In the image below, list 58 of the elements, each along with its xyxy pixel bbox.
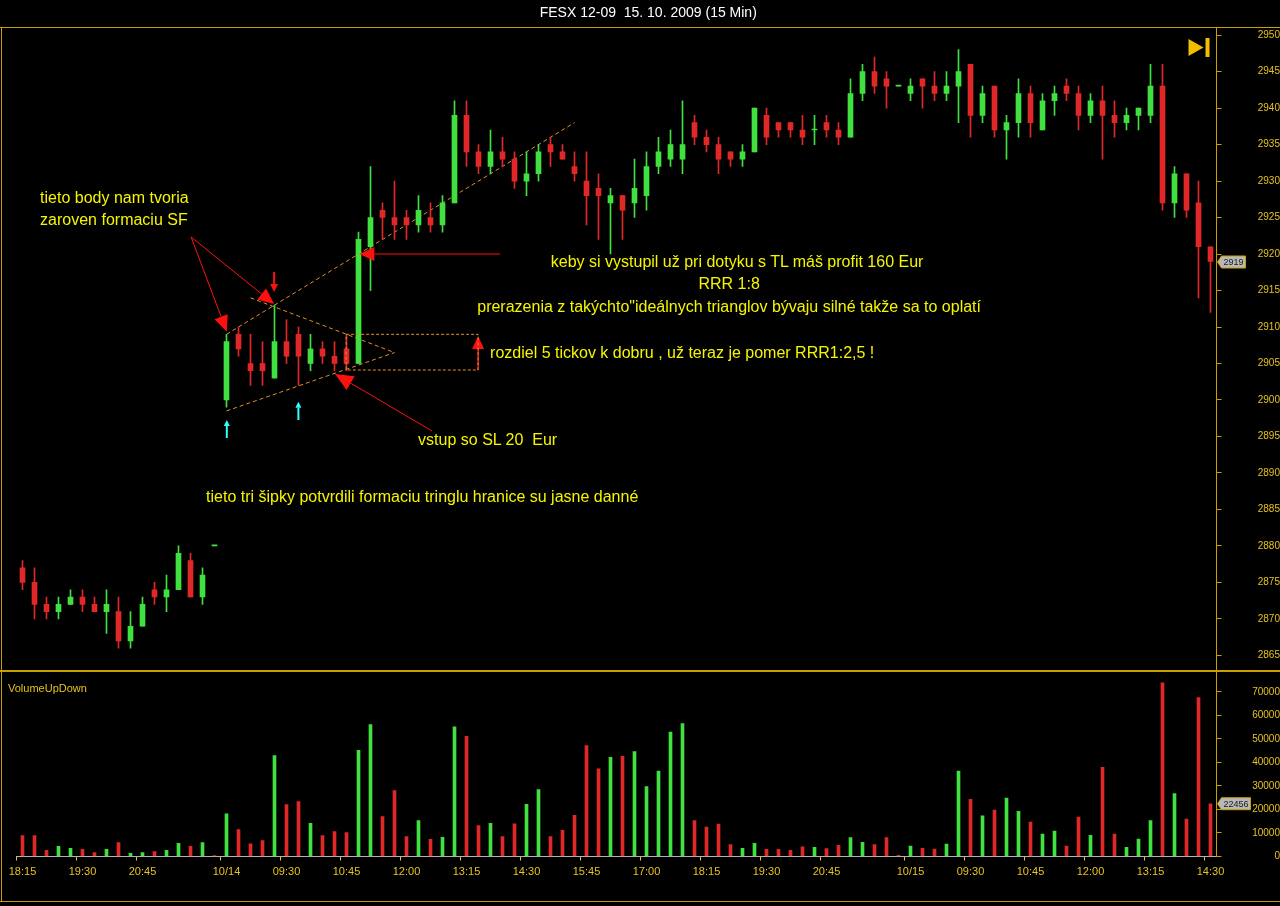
x-tick-label: 20:45 [128,865,157,878]
x-tick-label: 20:45 [812,865,841,878]
y-tick-label: 0 [1274,850,1280,862]
annotation: tieto body nam tvoria [40,189,189,207]
y-tick-label: 2905 [1257,357,1280,369]
y-tick-label: 2945 [1257,65,1280,77]
x-tick-label: 13:15 [1136,865,1165,878]
x-tick-label: 09:30 [272,865,301,878]
y-tick-label: 50000 [1252,732,1280,744]
y-tick-label: 70000 [1252,685,1280,697]
chart-title: FESX 12-09 15. 10. 2009 (15 Min) [539,4,757,21]
data-label: 22456 [1223,798,1249,809]
x-tick-label: 14:30 [1196,865,1225,878]
y-tick-label: 2910 [1257,320,1280,332]
annotation: vstup so SL 20 Eur [418,431,558,449]
y-tick-label: 2885 [1257,503,1280,515]
x-tick-label: 14:30 [512,865,541,878]
annotation: rozdiel 5 tickov k dobru , už teraz je pomer RRR1:2,5 ! [490,344,875,362]
annotation: tieto tri šipky potvrdili formaciu tringlu hranice su jasne danné [206,488,639,506]
y-tick-label: 2940 [1257,101,1280,113]
x-tick-label: 15:45 [572,865,601,878]
y-tick-label: 10000 [1252,826,1280,838]
y-tick-label: 2865 [1257,649,1280,661]
y-tick-label: 30000 [1252,779,1280,791]
x-tick-label: 17:00 [632,865,661,878]
x-tick-label: 19:30 [752,865,781,878]
y-tick-label: 2925 [1257,211,1280,223]
annotation: prerazenia z takýchto"ideálnych trianglov bývaju silné takže sa to oplatí [477,298,982,316]
y-tick-label: 2920 [1257,247,1280,259]
y-tick-label: 2890 [1257,466,1280,478]
x-tick-label: 10:45 [332,865,361,878]
x-tick-label: 10:45 [1016,865,1045,878]
annotation: RRR 1:8 [698,275,760,293]
y-tick-label: 2935 [1257,138,1280,150]
x-tick-label: 12:00 [392,865,421,878]
text: VolumeUpDown [8,682,87,695]
x-tick-label: 18:15 [692,865,721,878]
annotation: zaroven formaciu SF [40,211,188,229]
y-tick-label: 2870 [1257,612,1280,624]
x-tick-label: 19:30 [68,865,97,878]
y-tick-label: 60000 [1252,709,1280,721]
text: 2919 [1223,256,1244,267]
y-tick-label: 2880 [1257,539,1280,551]
y-tick-label: 2900 [1257,393,1280,405]
x-tick-label: 12:00 [1076,865,1105,878]
x-tick-label: 10/15 [896,865,925,878]
y-tick-label: 2915 [1257,284,1280,296]
x-tick-label: 13:15 [452,865,481,878]
y-tick-label: 2875 [1257,576,1280,588]
y-tick-label: 2895 [1257,430,1280,442]
y-tick-label: 2950 [1257,28,1280,40]
y-tick-label: 2930 [1257,174,1280,186]
x-tick-label: 09:30 [956,865,985,878]
y-tick-label: 20000 [1252,803,1280,815]
y-tick-label: 40000 [1252,756,1280,768]
annotation: keby si vystupil už pri dotyku s TL máš profit 160 Eur [550,253,925,271]
x-tick-label: 18:15 [8,865,37,878]
x-tick-label: 10/14 [212,865,241,878]
